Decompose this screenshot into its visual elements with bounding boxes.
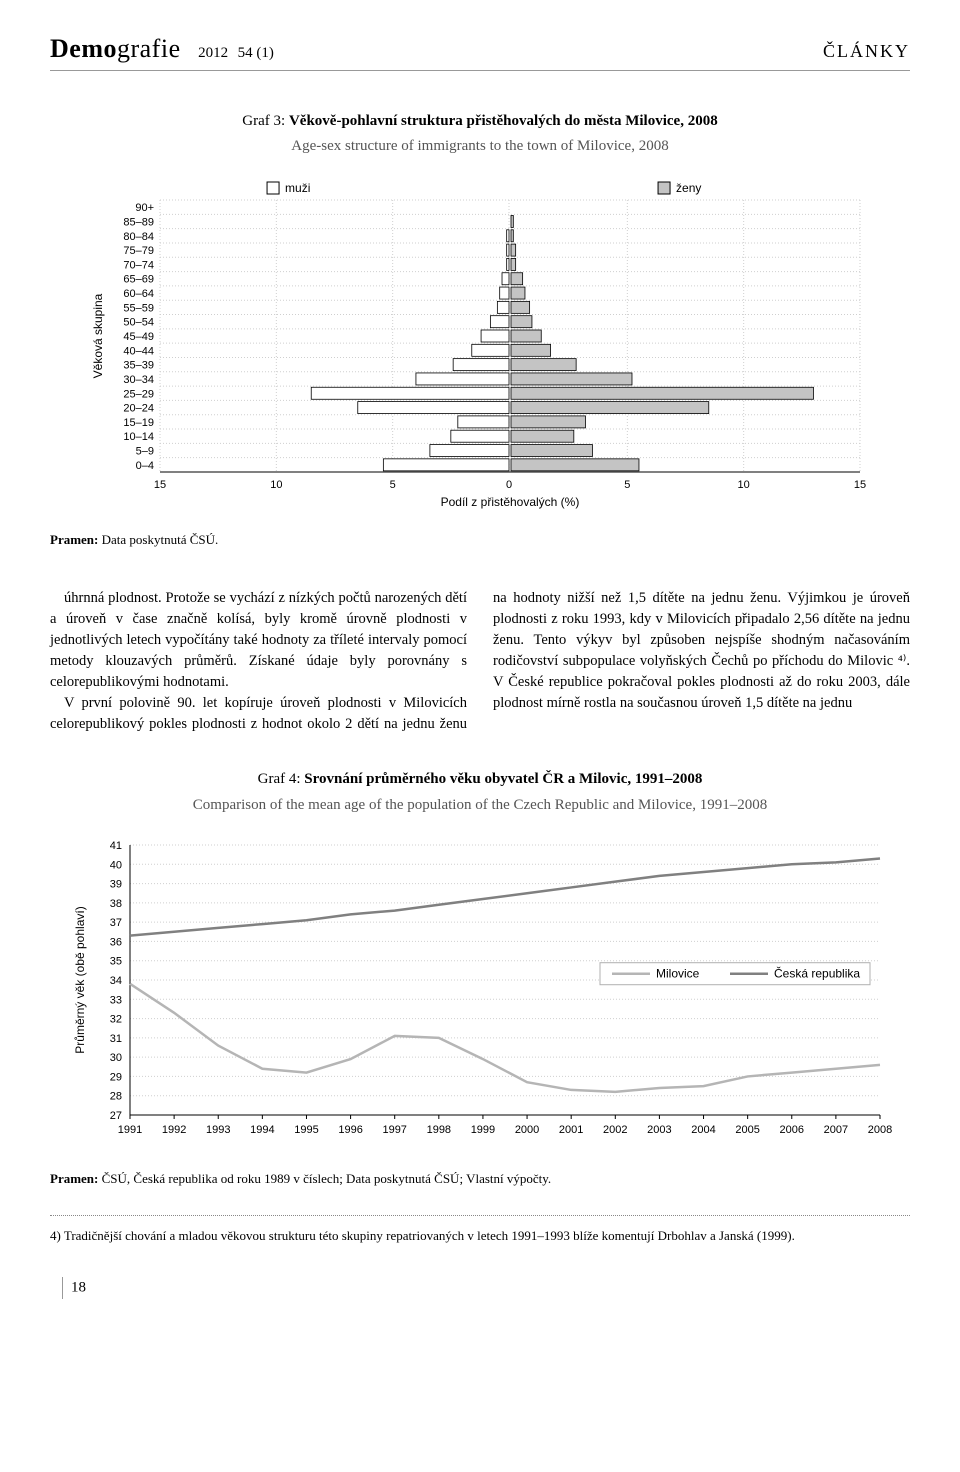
svg-text:0: 0 xyxy=(506,479,512,491)
footnote-separator xyxy=(50,1215,910,1216)
chart1-source-label: Pramen: xyxy=(50,532,102,547)
chart2-svg-container: 27 28 29 30 31 32 33 34 35 36 37 38 39 40 41 1991 1992 19… xyxy=(50,835,910,1162)
svg-text:1997: 1997 xyxy=(382,1124,406,1136)
chart1-subtitle: Age-sex structure of immigrants to the t… xyxy=(50,136,910,158)
chart2-source-label: Pramen: xyxy=(50,1171,102,1186)
svg-text:1993: 1993 xyxy=(206,1124,230,1136)
chart1-source: Pramen: Data poskytnutá ČSÚ. xyxy=(50,531,910,550)
footnote: 4) Tradičnější chování a mladou věkovou … xyxy=(50,1226,910,1247)
chart2-source: Pramen: ČSÚ, Česká republika od roku 198… xyxy=(50,1170,910,1189)
svg-text:25–29: 25–29 xyxy=(123,388,154,400)
svg-text:1992: 1992 xyxy=(162,1124,186,1136)
svg-text:5–9: 5–9 xyxy=(136,446,154,458)
svg-text:27: 27 xyxy=(110,1110,122,1122)
svg-text:60–64: 60–64 xyxy=(123,288,154,300)
svg-text:Česká republika: Česká republika xyxy=(774,966,860,981)
svg-text:Věková skupina: Věková skupina xyxy=(91,294,105,379)
chart2-block: Graf 4: Srovnání průměrného věku obyvate… xyxy=(50,769,910,1189)
svg-text:80–84: 80–84 xyxy=(123,231,154,243)
journal-year: 2012 xyxy=(198,45,228,61)
svg-text:1996: 1996 xyxy=(338,1124,362,1136)
svg-text:31: 31 xyxy=(110,1033,122,1045)
svg-text:2006: 2006 xyxy=(780,1124,804,1136)
chart1-caption: Graf 3: Věkově-pohlavní struktura přistě… xyxy=(50,111,910,133)
svg-text:2007: 2007 xyxy=(824,1124,848,1136)
svg-text:30–34: 30–34 xyxy=(123,374,154,386)
svg-text:34: 34 xyxy=(110,975,122,987)
chart2-caption: Graf 4: Srovnání průměrného věku obyvate… xyxy=(50,769,910,791)
page-header: Demografie 2012 54 (1) ČLÁNKY xyxy=(50,30,910,71)
svg-text:Podíl z přistěhovalých (%): Podíl z přistěhovalých (%) xyxy=(441,495,580,509)
svg-text:90+: 90+ xyxy=(135,202,154,214)
svg-text:15: 15 xyxy=(154,479,166,491)
svg-text:35: 35 xyxy=(110,956,122,968)
svg-text:20–24: 20–24 xyxy=(123,403,154,415)
svg-text:35–39: 35–39 xyxy=(123,360,154,372)
svg-text:37: 37 xyxy=(110,917,122,929)
chart2-source-text: ČSÚ, Česká republika od roku 1989 v čísl… xyxy=(102,1171,552,1186)
page-number: 18 xyxy=(62,1277,910,1299)
svg-text:65–69: 65–69 xyxy=(123,274,154,286)
svg-text:33: 33 xyxy=(110,994,122,1006)
svg-text:41: 41 xyxy=(110,840,122,852)
svg-text:28: 28 xyxy=(110,1091,122,1103)
chart1-source-text: Data poskytnutá ČSÚ. xyxy=(102,532,219,547)
section-name: ČLÁNKY xyxy=(823,38,910,64)
svg-text:2001: 2001 xyxy=(559,1124,583,1136)
svg-text:2005: 2005 xyxy=(735,1124,759,1136)
svg-text:2002: 2002 xyxy=(603,1124,627,1136)
svg-text:1999: 1999 xyxy=(471,1124,495,1136)
chart1-block: Graf 3: Věkově-pohlavní struktura přistě… xyxy=(50,111,910,551)
journal-bold: Demo xyxy=(50,34,117,63)
body-col1a: úhrnná plodnost. Protože se vychází z ní… xyxy=(50,590,467,690)
chart1-svg-container: 90+85–8980–8475–7970–7465–6960–6455–5950… xyxy=(50,176,910,523)
svg-text:29: 29 xyxy=(110,1071,122,1083)
svg-text:Milovice: Milovice xyxy=(656,967,700,981)
svg-text:70–74: 70–74 xyxy=(123,260,154,272)
chart2-title: Srovnání průměrného věku obyvatel ČR a M… xyxy=(304,771,702,787)
body-text: úhrnná plodnost. Protože se vychází z ní… xyxy=(50,588,910,735)
svg-text:10: 10 xyxy=(738,479,750,491)
svg-text:30: 30 xyxy=(110,1052,122,1064)
svg-text:40–44: 40–44 xyxy=(123,346,154,358)
svg-text:5: 5 xyxy=(624,479,630,491)
svg-text:36: 36 xyxy=(110,936,122,948)
svg-text:75–79: 75–79 xyxy=(123,245,154,257)
svg-text:muži: muži xyxy=(285,181,310,195)
chart2-prefix: Graf 4: xyxy=(258,771,305,787)
svg-text:10: 10 xyxy=(270,479,282,491)
svg-text:39: 39 xyxy=(110,879,122,891)
svg-text:15: 15 xyxy=(854,479,866,491)
chart1-title: Věkově-pohlavní struktura přistěhovalých… xyxy=(289,113,718,129)
svg-text:5: 5 xyxy=(390,479,396,491)
svg-text:0–4: 0–4 xyxy=(136,460,154,472)
journal-light: grafie xyxy=(117,34,181,63)
svg-text:Průměrný věk (obě pohlaví): Průměrný věk (obě pohlaví) xyxy=(73,906,87,1053)
journal-vol: 54 (1) xyxy=(238,45,274,61)
chart2-subtitle: Comparison of the mean age of the popula… xyxy=(50,795,910,817)
svg-text:1998: 1998 xyxy=(427,1124,451,1136)
population-pyramid: 90+85–8980–8475–7970–7465–6960–6455–5950… xyxy=(80,176,880,516)
svg-text:1991: 1991 xyxy=(118,1124,142,1136)
svg-text:1994: 1994 xyxy=(250,1124,274,1136)
page-number-value: 18 xyxy=(71,1279,86,1295)
chart1-prefix: Graf 3: xyxy=(242,113,289,129)
svg-text:32: 32 xyxy=(110,1014,122,1026)
svg-text:2004: 2004 xyxy=(691,1124,715,1136)
svg-text:40: 40 xyxy=(110,859,122,871)
svg-text:38: 38 xyxy=(110,898,122,910)
svg-text:10–14: 10–14 xyxy=(123,431,154,443)
svg-text:15–19: 15–19 xyxy=(123,417,154,429)
mean-age-line-chart: 27 28 29 30 31 32 33 34 35 36 37 38 39 40 41 1991 1992 19… xyxy=(60,835,900,1155)
svg-text:ženy: ženy xyxy=(676,181,701,195)
svg-text:2008: 2008 xyxy=(868,1124,892,1136)
journal-title: Demografie 2012 54 (1) xyxy=(50,30,274,68)
svg-text:85–89: 85–89 xyxy=(123,217,154,229)
svg-text:55–59: 55–59 xyxy=(123,303,154,315)
svg-text:2000: 2000 xyxy=(515,1124,539,1136)
svg-text:1995: 1995 xyxy=(294,1124,318,1136)
svg-text:50–54: 50–54 xyxy=(123,317,154,329)
svg-text:45–49: 45–49 xyxy=(123,331,154,343)
svg-text:2003: 2003 xyxy=(647,1124,671,1136)
